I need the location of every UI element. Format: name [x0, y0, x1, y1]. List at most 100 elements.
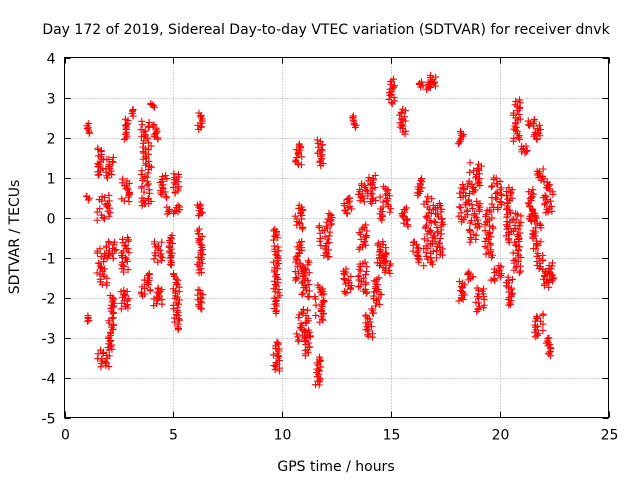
data-point: [317, 242, 325, 250]
data-point: [438, 214, 446, 222]
data-point: [274, 265, 282, 273]
data-point: [101, 215, 109, 223]
data-point: [312, 301, 320, 309]
data-point: [305, 280, 313, 288]
data-point: [272, 251, 280, 259]
data-point: [197, 202, 205, 210]
data-point: [194, 253, 202, 261]
data-point: [271, 288, 279, 296]
data-point: [504, 195, 512, 203]
data-point: [512, 242, 520, 250]
data-point: [509, 289, 517, 297]
data-point: [124, 266, 132, 274]
data-point: [437, 222, 445, 230]
data-point: [294, 333, 302, 341]
x-tick-label: 10: [274, 428, 292, 444]
data-point: [512, 97, 520, 105]
data-point: [410, 238, 418, 246]
data-point: [325, 246, 333, 254]
data-point: [525, 188, 533, 196]
data-point: [422, 213, 430, 221]
data-point: [512, 264, 520, 272]
data-point: [427, 77, 435, 85]
data-point: [319, 285, 327, 293]
data-point: [473, 284, 481, 292]
data-point: [274, 243, 282, 251]
data-point: [96, 245, 104, 253]
data-point: [360, 274, 368, 282]
data-point: [169, 285, 177, 293]
data-point: [304, 257, 312, 265]
data-point: [468, 201, 476, 209]
data-point: [317, 357, 325, 365]
data-point: [145, 270, 153, 278]
data-point: [420, 235, 428, 243]
data-point: [103, 351, 111, 359]
data-point: [142, 154, 150, 162]
data-point: [539, 251, 547, 259]
data-point: [158, 257, 166, 265]
data-point: [459, 279, 467, 287]
data-point: [480, 285, 488, 293]
data-point: [469, 273, 477, 281]
data-point: [532, 224, 540, 232]
data-point: [355, 272, 363, 280]
data-point: [110, 295, 118, 303]
data-point: [175, 170, 183, 178]
data-point: [438, 205, 446, 213]
data-point: [358, 180, 366, 188]
data-point: [293, 330, 301, 338]
data-point: [151, 238, 159, 246]
data-point: [145, 118, 153, 126]
data-point: [456, 189, 464, 197]
data-point: [357, 235, 365, 243]
y-tick-label: -4: [42, 372, 56, 388]
data-point: [197, 247, 205, 255]
data-point: [536, 220, 544, 228]
data-point: [494, 203, 502, 211]
grid-lines: [64, 57, 609, 418]
data-point: [386, 269, 394, 277]
data-point: [488, 214, 496, 222]
data-point: [137, 126, 145, 134]
data-point: [468, 180, 476, 188]
data-point: [362, 319, 370, 327]
data-point: [159, 173, 167, 181]
data-point: [154, 258, 162, 266]
y-tick-label: 1: [47, 172, 56, 188]
data-point: [486, 239, 494, 247]
data-point: [341, 289, 349, 297]
x-axis-label: GPS time / hours: [277, 459, 394, 475]
data-point: [542, 193, 550, 201]
data-point: [377, 214, 385, 222]
data-point: [371, 171, 379, 179]
data-point: [140, 188, 148, 196]
data-point: [474, 164, 482, 172]
data-point: [529, 122, 537, 130]
data-point: [109, 244, 117, 252]
data-point: [539, 326, 547, 334]
data-point: [298, 238, 306, 246]
data-point: [426, 226, 434, 234]
data-point: [467, 217, 475, 225]
data-point: [146, 162, 154, 170]
data-point: [325, 238, 333, 246]
data-point: [488, 200, 496, 208]
data-point: [349, 113, 357, 121]
data-point: [426, 80, 434, 88]
data-point: [306, 343, 314, 351]
data-point: [138, 283, 146, 291]
data-point: [149, 122, 157, 130]
data-point: [529, 186, 537, 194]
data-point: [153, 127, 161, 135]
data-point: [535, 129, 543, 137]
data-point: [456, 136, 464, 144]
data-point: [171, 207, 179, 215]
data-point: [340, 287, 348, 295]
data-point: [484, 217, 492, 225]
data-point: [530, 115, 538, 123]
data-point: [422, 223, 430, 231]
data-point: [304, 306, 312, 314]
data-point: [472, 174, 480, 182]
data-point: [391, 97, 399, 105]
